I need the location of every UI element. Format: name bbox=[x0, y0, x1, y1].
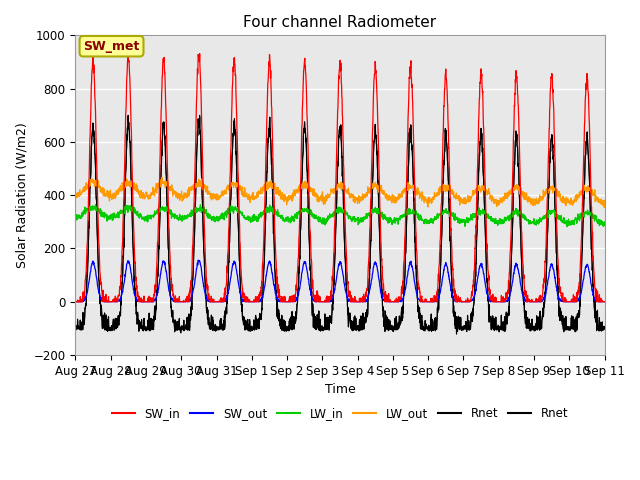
Text: SW_met: SW_met bbox=[83, 40, 140, 53]
X-axis label: Time: Time bbox=[324, 384, 355, 396]
Y-axis label: Solar Radiation (W/m2): Solar Radiation (W/m2) bbox=[15, 122, 28, 268]
Legend: SW_in, SW_out, LW_in, LW_out, Rnet, Rnet: SW_in, SW_out, LW_in, LW_out, Rnet, Rnet bbox=[107, 402, 573, 425]
Title: Four channel Radiometer: Four channel Radiometer bbox=[243, 15, 436, 30]
